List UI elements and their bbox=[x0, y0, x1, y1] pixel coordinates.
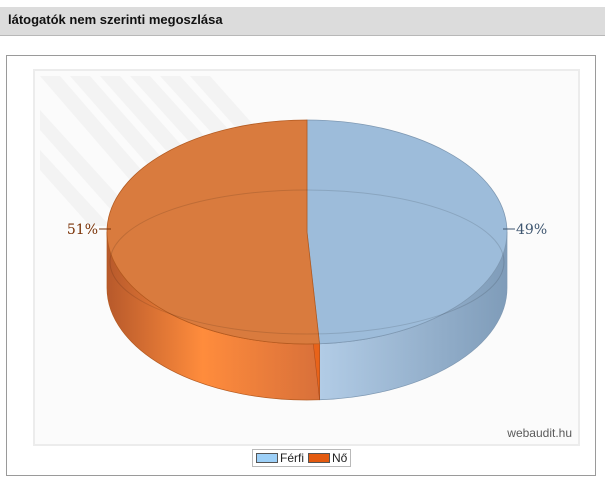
legend-item-no[interactable]: Nő bbox=[308, 451, 347, 465]
legend-label-no: Nő bbox=[332, 451, 348, 465]
pie-highlight bbox=[109, 189, 505, 335]
pie-label-ferfi: 49% bbox=[516, 222, 547, 238]
pie-label-no: 51% bbox=[67, 222, 98, 238]
panel-header: látogatók nem szerinti megoszlása bbox=[0, 7, 605, 36]
legend-item-ferfi[interactable]: Férfi bbox=[256, 451, 304, 465]
page-title: látogatók nem szerinti megoszlása bbox=[8, 12, 223, 27]
chart-legend: Férfi Nő bbox=[252, 449, 352, 467]
pie-slice-ferfi[interactable] bbox=[306, 119, 508, 345]
pie-slice-no[interactable] bbox=[106, 119, 321, 345]
legend-swatch-ferfi bbox=[256, 453, 278, 463]
top-strip bbox=[0, 0, 605, 7]
chart-credit: webaudit.hu bbox=[507, 426, 572, 440]
legend-swatch-no bbox=[308, 453, 330, 463]
legend-label-ferfi: Férfi bbox=[280, 451, 304, 465]
